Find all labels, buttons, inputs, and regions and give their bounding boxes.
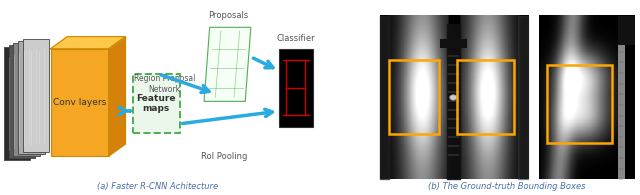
Polygon shape [51,37,125,49]
Bar [388,60,439,134]
Text: Conv layers: Conv layers [53,98,106,107]
Bar [440,39,467,48]
Text: Region Proposal
Network: Region Proposal Network [134,74,195,94]
Text: (b) The Ground-truth Bounding Boxes: (b) The Ground-truth Bounding Boxes [428,182,586,191]
Bar [547,65,612,143]
Text: Proposals: Proposals [208,11,248,20]
Bar [457,60,513,134]
Bar [23,39,49,152]
Bar [8,45,35,158]
Circle shape [450,95,457,100]
Bar [19,41,45,154]
Bar [279,49,312,127]
Text: RoI Pooling: RoI Pooling [202,152,248,161]
Text: Classifier: Classifier [276,34,315,43]
Bar [380,16,529,179]
Bar [13,43,40,156]
Bar [618,16,635,45]
Text: Feature
maps: Feature maps [136,94,176,113]
Polygon shape [109,37,125,156]
Bar [133,74,180,133]
Text: (a) Faster R-CNN Achitecture: (a) Faster R-CNN Achitecture [97,182,218,191]
Bar [4,47,30,160]
Polygon shape [204,27,251,101]
Bar [618,16,625,179]
Bar [51,49,109,156]
